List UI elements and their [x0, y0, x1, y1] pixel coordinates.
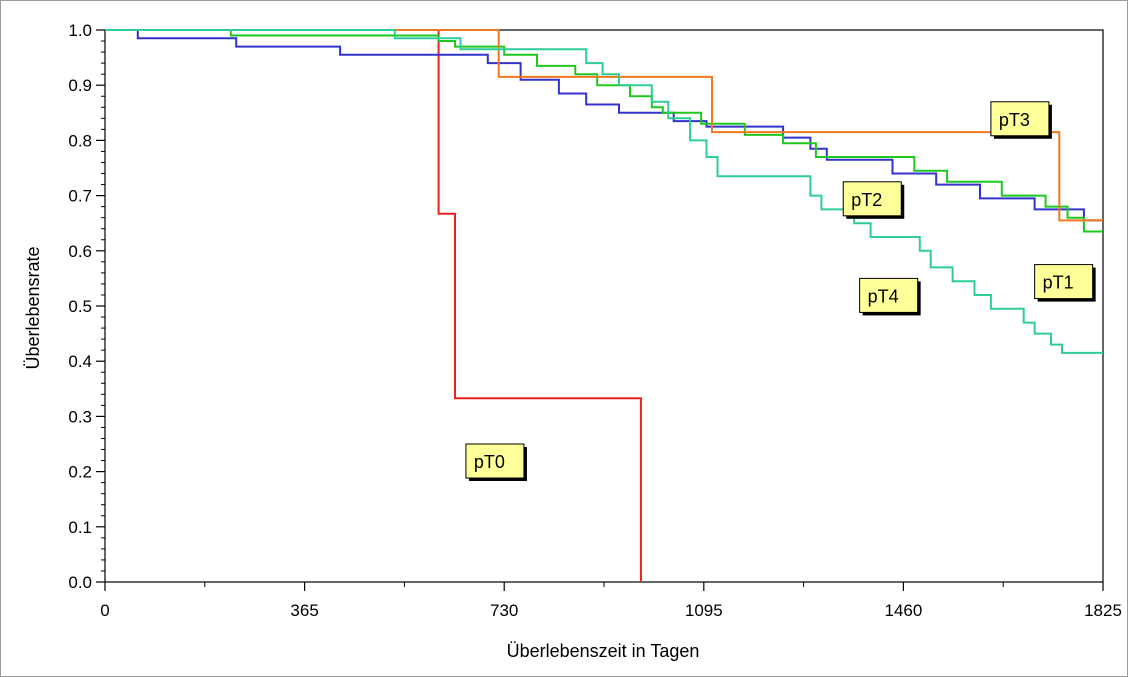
y-tick-label: 0.8: [68, 131, 92, 150]
y-tick-label: 0.4: [68, 352, 92, 371]
plot-area-border: [104, 29, 1104, 583]
curve-label-text: pT2: [851, 190, 882, 210]
curve-label-text: pT1: [1043, 273, 1074, 293]
x-tick-label: 365: [290, 601, 318, 620]
curve-label-pt1: pT1: [1034, 264, 1096, 302]
curve-label-box: [465, 443, 525, 479]
curve-label-pt0: pT0: [465, 443, 527, 481]
y-tick-label: 1.0: [68, 21, 92, 40]
curve-labels: pT0 pT1 pT2 pT3 pT4: [465, 101, 1096, 481]
curve-label-box: [1034, 264, 1094, 300]
y-tick-label: 0.1: [68, 518, 92, 537]
x-tick-label: 1460: [884, 601, 922, 620]
y-tick-label: 0.3: [68, 407, 92, 426]
series-line-pt4: [105, 29, 1103, 354]
x-tick-label: 1095: [685, 601, 723, 620]
curve-label-box: [990, 101, 1050, 137]
curve-label-text: pT0: [474, 452, 505, 472]
curve-label-text: pT3: [999, 110, 1030, 130]
x-tick-label: 0: [100, 601, 109, 620]
series-line-pt2: [105, 29, 1103, 233]
axes: 0.0 0.1 0.2 0.3 0.4 0.5 0.6 0.7 0.8 0.9 1.0 0 365 730…: [68, 21, 1122, 620]
y-tick-label: 0.0: [68, 573, 92, 592]
x-tick-label: 1825: [1084, 601, 1122, 620]
y-tick-label: 0.5: [68, 297, 92, 316]
curve-label-pt4: pT4: [859, 277, 921, 316]
curve-label-pt3: pT3: [990, 101, 1052, 139]
plot-area: [104, 29, 1104, 583]
y-axis-title: Überlebensrate: [23, 246, 43, 369]
curve-label-text: pT4: [868, 286, 899, 306]
y-tick-label: 0.6: [68, 242, 92, 261]
curve-label-pt2: pT2: [842, 181, 905, 219]
curve-label-box: [842, 181, 902, 217]
series-lines: [105, 29, 1103, 582]
y-tick-label: 0.9: [68, 76, 92, 95]
y-tick-label: 0.7: [68, 187, 92, 206]
curve-label-box: [859, 277, 919, 313]
x-axis-title: Überlebenszeit in Tagen: [507, 641, 700, 661]
x-tick-label: 730: [490, 601, 518, 620]
y-tick-label: 0.2: [68, 463, 92, 482]
series-line-pt3: [105, 29, 1103, 222]
